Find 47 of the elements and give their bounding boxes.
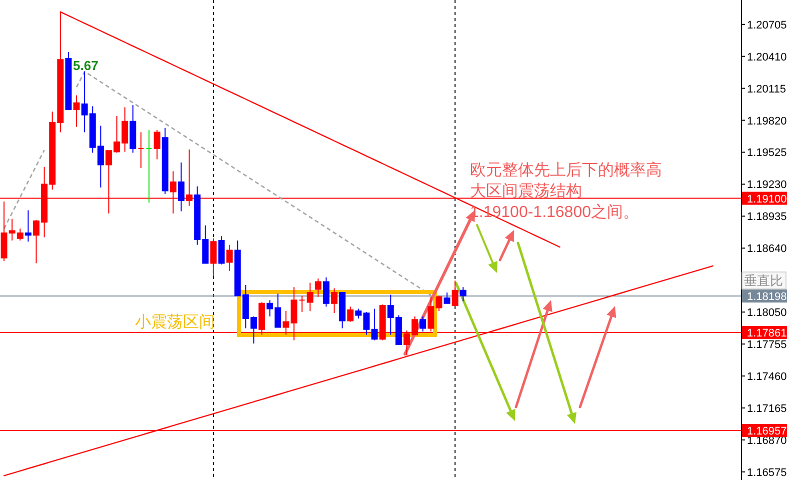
candlestick — [347, 306, 354, 322]
y-tick-label: 1.17755 — [747, 339, 787, 352]
candlestick — [331, 288, 338, 314]
candlestick — [339, 292, 346, 329]
y-tick-label: 1.17460 — [747, 370, 787, 383]
y-tick-label: 1.19230 — [747, 179, 787, 192]
y-tick-label: 1.18935 — [747, 211, 787, 224]
y-tick-label: 1.20410 — [747, 51, 787, 64]
candlestick — [210, 238, 217, 277]
y-tick-label: 1.18050 — [747, 307, 787, 320]
candlestick — [130, 104, 136, 154]
y-tick-label: 1.20115 — [747, 83, 786, 96]
candlestick — [73, 94, 80, 128]
annotation: 小震荡区间 — [135, 313, 215, 331]
candlestick — [322, 276, 330, 308]
candlestick — [298, 295, 306, 313]
candlestick — [420, 316, 426, 332]
ref-line-label: 1.18198 — [747, 291, 787, 304]
text: 垂直比 — [744, 273, 783, 288]
y-tick-label: 1.19525 — [747, 147, 787, 160]
y-tick-label: 1.16575 — [747, 466, 787, 479]
y-tick-label: 1.20705 — [747, 19, 787, 32]
candlestick — [452, 280, 458, 306]
y-tick-label: 1.18640 — [747, 243, 787, 256]
candlestick — [138, 132, 144, 168]
candlestick — [314, 278, 322, 298]
annotation: 大区间震荡结构 — [470, 182, 582, 200]
y-tick-label: 1.19820 — [747, 115, 787, 128]
candlestick — [178, 162, 184, 212]
candlestick — [460, 286, 466, 302]
candlestick — [306, 282, 314, 312]
candlestick — [146, 130, 152, 204]
candlestick — [65, 52, 72, 110]
candlestick — [444, 292, 450, 304]
candlestick — [162, 127, 168, 194]
candlestick — [218, 236, 225, 265]
y-tick-label: 1.16870 — [747, 434, 787, 447]
candlestick — [226, 244, 233, 272]
y-tick-label: 1.17165 — [747, 402, 787, 415]
ref-line-label: 1.16957 — [747, 425, 787, 438]
ref-line-label: 1.19100 — [747, 193, 787, 206]
candlestick — [24, 210, 32, 242]
candlestick — [371, 308, 378, 341]
candlestick — [154, 130, 160, 160]
annotation: 5.67 — [73, 58, 98, 73]
annotation: 欧元整体先上后下的概率高 — [470, 161, 662, 179]
ref-line-label: 1.17861 — [747, 328, 787, 340]
